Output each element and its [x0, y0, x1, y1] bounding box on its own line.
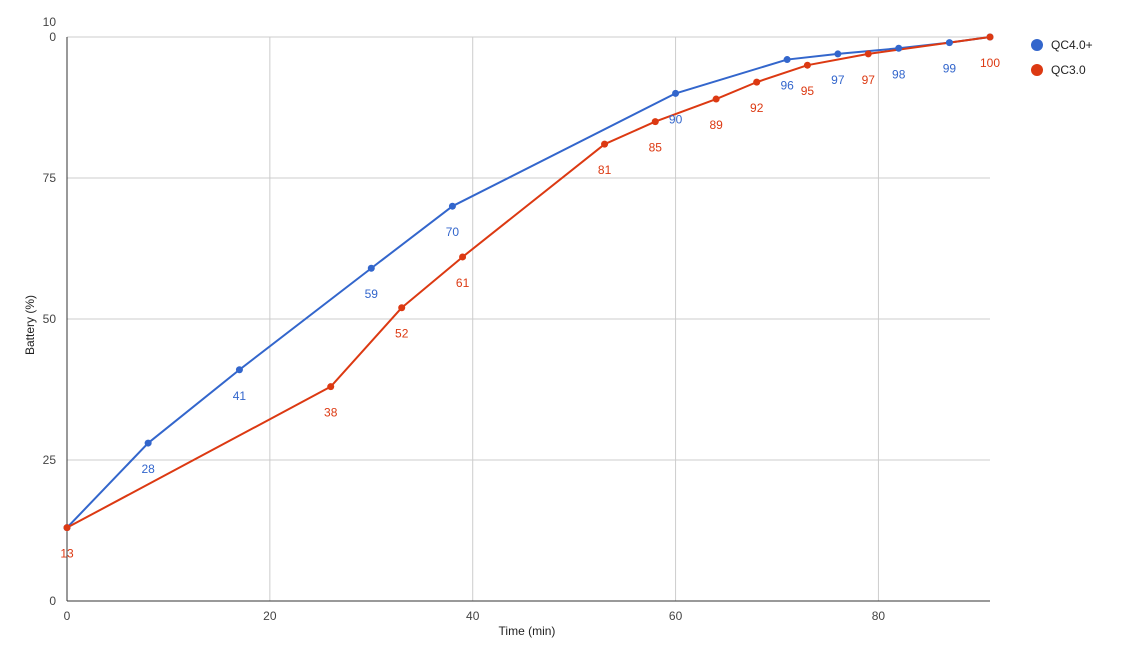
legend-marker: [1031, 39, 1043, 51]
series-line-qc3-0: [66, 36, 991, 529]
x-axis-title: Time (min): [499, 624, 556, 638]
data-label: 52: [395, 327, 409, 341]
data-point[interactable]: [864, 50, 872, 58]
data-label: 38: [324, 406, 338, 420]
data-point[interactable]: [459, 253, 467, 261]
data-point[interactable]: [672, 89, 680, 97]
data-label: 41: [233, 389, 247, 403]
data-point[interactable]: [834, 50, 842, 58]
data-label: 95: [801, 84, 815, 98]
data-point[interactable]: [448, 202, 456, 210]
gridlines: [66, 36, 990, 602]
data-point[interactable]: [235, 366, 243, 374]
data-point[interactable]: [63, 524, 71, 532]
x-tick-label: 80: [872, 609, 886, 623]
data-label: 97: [862, 73, 876, 87]
y-tick-label: 50: [43, 312, 57, 326]
data-point[interactable]: [398, 304, 406, 312]
data-point[interactable]: [783, 56, 791, 64]
data-label: 59: [365, 287, 379, 301]
data-label: 13: [60, 547, 74, 561]
data-point[interactable]: [753, 78, 761, 86]
data-label: 96: [780, 79, 794, 93]
data-label: 90: [669, 112, 683, 126]
data-label: 70: [446, 225, 460, 239]
data-point[interactable]: [986, 33, 994, 41]
x-tick-label: 60: [669, 609, 683, 623]
data-label: 99: [943, 62, 957, 76]
legend-item[interactable]: QC4.0+: [1031, 38, 1093, 52]
data-point[interactable]: [367, 264, 375, 272]
legend-label: QC4.0+: [1051, 38, 1093, 52]
axes: 0 25 50 75 10 0 0 20 40 60 80: [43, 15, 990, 623]
data-point[interactable]: [601, 140, 609, 148]
y-tick-label: 0: [49, 594, 56, 608]
data-label: 61: [456, 276, 470, 290]
x-tick-label: 40: [466, 609, 480, 623]
data-label: 100: [980, 56, 1000, 70]
legend-label: QC3.0: [1051, 63, 1086, 77]
legend-marker: [1031, 64, 1043, 76]
data-label: 89: [709, 118, 723, 132]
y-tick-label: 25: [43, 453, 57, 467]
y-tick-label: 10 0: [43, 15, 57, 44]
data-point[interactable]: [895, 44, 903, 52]
data-label: 98: [892, 67, 906, 81]
series-lines: [66, 36, 991, 529]
data-label: 28: [141, 462, 155, 476]
x-tick-label: 20: [263, 609, 277, 623]
data-label: 97: [831, 73, 845, 87]
data-point[interactable]: [327, 383, 335, 391]
x-tick-label: 0: [64, 609, 71, 623]
data-point[interactable]: [144, 439, 152, 447]
legend-item[interactable]: QC3.0: [1031, 63, 1086, 77]
data-label: 92: [750, 101, 764, 115]
data-label: 81: [598, 163, 612, 177]
data-label: 85: [649, 141, 663, 155]
y-tick-label: 75: [43, 171, 57, 185]
data-point[interactable]: [651, 118, 659, 126]
data-labels: 28 41 59 70 90 96 97 98 99 13 38 52 61 81 85 89 92 95 97 10…: [60, 56, 1000, 561]
data-points: [63, 33, 994, 532]
legend[interactable]: QC4.0+ QC3.0: [1031, 38, 1093, 77]
data-point[interactable]: [945, 39, 953, 47]
data-point[interactable]: [712, 95, 720, 103]
data-point[interactable]: [803, 61, 811, 69]
y-axis-title: Battery (%): [23, 295, 37, 355]
